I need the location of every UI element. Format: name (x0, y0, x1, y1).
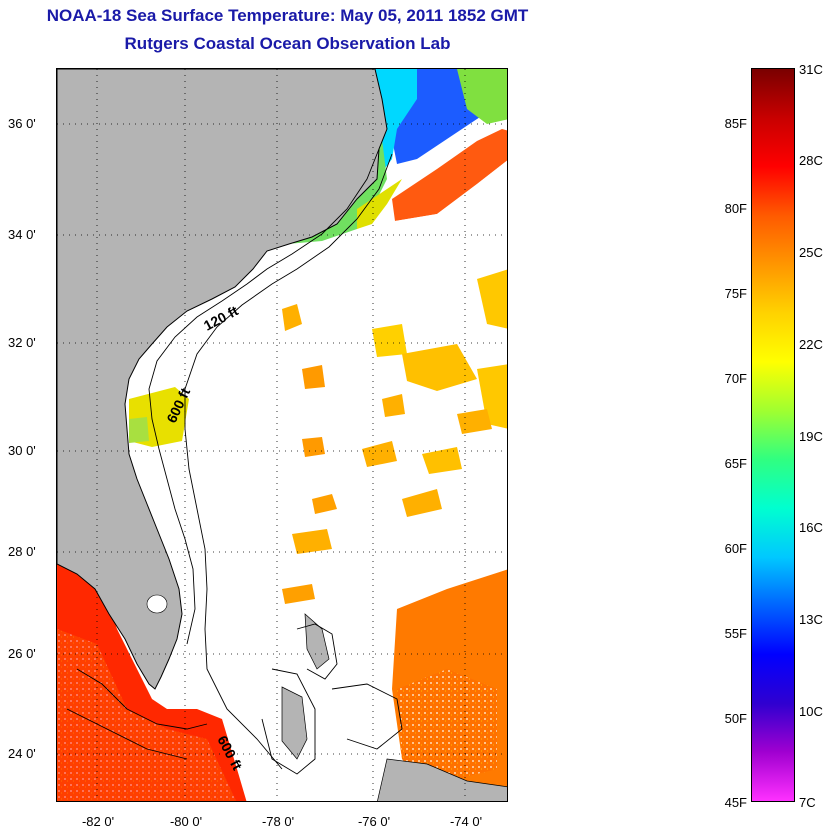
colorbar-f-label: 60F (724, 541, 747, 556)
lon-label: -76 0' (357, 814, 391, 829)
lat-label: 36 0' (8, 116, 36, 131)
lat-label: 28 0' (8, 544, 36, 559)
colorbar-f-label: 65F (724, 456, 747, 471)
lon-label: -82 0' (81, 814, 115, 829)
temperature-colorbar (751, 68, 795, 802)
map-subtitle: Rutgers Coastal Ocean Observation Lab (124, 34, 451, 53)
sst-yellow-coast (357, 179, 402, 229)
sst-gulfstream (392, 129, 507, 221)
colorbar-f-label: 45F (724, 795, 747, 810)
contour-label-120ft: 120 ft (201, 302, 241, 333)
colorbar-c-label: 25C (799, 245, 823, 260)
colorbar-c-label: 28C (799, 153, 823, 168)
lon-label: -74 0' (449, 814, 483, 829)
colorbar-c-label: 16C (799, 520, 823, 535)
sst-nearshore-green (129, 417, 149, 443)
sst-offshore-patches (282, 269, 507, 604)
land-us-east-coast (57, 69, 388, 690)
lon-label: -80 0' (169, 814, 203, 829)
colorbar-f-label: 75F (724, 286, 747, 301)
bathymetry-contours (66, 148, 403, 775)
colorbar-c-label: 7C (799, 795, 816, 810)
sst-gulf-speckle (57, 629, 237, 801)
cuba-coast (377, 758, 507, 801)
sst-southeast-speckle (397, 669, 497, 784)
lat-label: 34 0' (8, 227, 36, 242)
colorbar-f-label: 85F (724, 116, 747, 131)
colorbar-c-label: 10C (799, 704, 823, 719)
colorbar-f-label: 55F (724, 626, 747, 641)
bahamas-island-andros (281, 686, 308, 760)
bahamas-island-north (304, 613, 330, 670)
sst-gulfstream-warm (395, 160, 507, 229)
lat-label: 26 0' (8, 646, 36, 661)
map-title: NOAA-18 Sea Surface Temperature: May 05,… (46, 6, 529, 25)
lat-label: 30 0' (8, 443, 36, 458)
colorbar-f-label: 80F (724, 201, 747, 216)
sst-map: 120 ft 600 ft 600 ft (56, 68, 508, 802)
lat-label: 24 0' (8, 746, 36, 761)
colorbar-c-label: 31C (799, 62, 823, 77)
lat-label: 32 0' (8, 335, 36, 350)
lake-okeechobee (146, 594, 168, 614)
map-grid (57, 69, 507, 801)
map-canvas: 120 ft 600 ft 600 ft (57, 69, 507, 801)
lon-label: -78 0' (261, 814, 295, 829)
colorbar-c-label: 13C (799, 612, 823, 627)
colorbar-c-label: 22C (799, 337, 823, 352)
colorbar-c-label: 19C (799, 429, 823, 444)
sst-northeast-green (457, 69, 507, 124)
colorbar-f-label: 50F (724, 711, 747, 726)
colorbar-f-label: 70F (724, 371, 747, 386)
